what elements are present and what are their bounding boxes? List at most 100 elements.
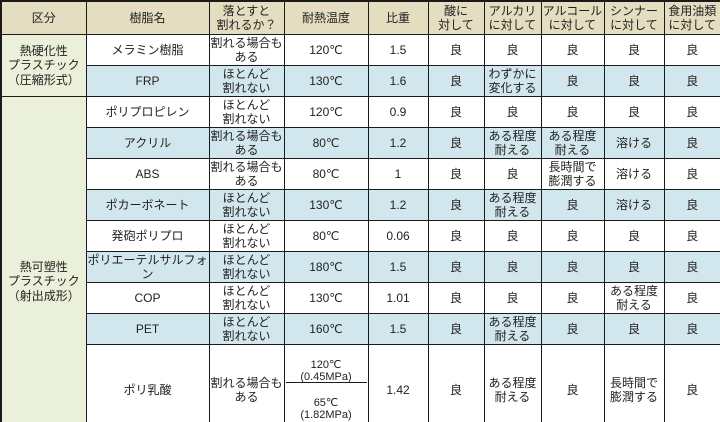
cell-thinner: ある程度 耐える [603,282,665,314]
header-category: 区分 [0,0,87,35]
cell-resin-name: ポリ乳酸 [85,343,210,422]
cell-oil: 良 [663,34,720,66]
cell-oil: 良 [663,251,720,283]
cell-alkali: 良 [483,251,542,283]
cell-alkali: 良 [483,282,542,314]
header-row: 区分 樹脂名 落とすと 割れるか？ 耐熱温度 比重 酸に 対して アルカリ に対… [0,0,720,35]
cell-oil: 良 [663,220,720,252]
cell-resin-name: ABS [85,158,210,190]
cell-specific-gravity: 1.2 [367,127,429,159]
cell-alcohol: 良 [540,65,605,97]
cell-heat-temp: 180℃ [283,251,369,283]
cell-resin-name: アクリル [85,127,210,159]
cell-resin-name: 発砲ポリプロ [85,220,210,252]
cell-resin-name: FRP [85,65,210,97]
cell-thinner: 良 [603,34,665,66]
table-row: 発砲ポリプロ ほとんど 割れない 80℃ 0.06 良 良 良 良 良 [1,220,720,252]
cell-oil: 良 [663,343,720,422]
cell-breaks: ほとんど 割れない [208,220,285,252]
header-resin-name: 樹脂名 [85,0,210,35]
table-row: PET ほとんど 割れない 160℃ 1.5 良 ある程度 耐える 良 良 良 [1,313,720,345]
cell-alkali: 良 [483,34,542,66]
cell-heat-temp: 120℃ [283,96,369,128]
cell-breaks: 割れる場合も ある [208,127,285,159]
header-heat-temp: 耐熱温度 [283,0,369,35]
cell-resin-name: ポリエーテルサルフォン [85,251,210,283]
cell-acid: 良 [427,343,485,422]
table-row: 熱可塑性 プラスチック （射出成形） ポリプロピレン ほとんど 割れない 120… [0,95,720,422]
cell-specific-gravity: 1 [367,158,429,190]
cell-alcohol: 長時間で 膨潤する [540,158,605,190]
cell-thinner: 良 [603,65,665,97]
cell-acid: 良 [427,34,485,66]
cell-heat-temp: 80℃ [283,220,369,252]
cell-alkali: わずかに 変化する [483,65,542,97]
cell-specific-gravity: 1.2 [367,189,429,221]
cell-acid: 良 [427,96,485,128]
header-drop-break: 落とすと 割れるか？ [208,0,285,35]
cell-breaks: ほとんど 割れない [208,189,285,221]
table-row: ポリエーテルサルフォン ほとんど 割れない 180℃ 1.5 良 良 良 良 良 [1,251,720,283]
header-alcohol: アルコール に対して [540,0,605,35]
cell-specific-gravity: 1.5 [367,34,429,66]
table-row: ポリ乳酸 割れる場合も ある 120℃ (0.45MPa) 65℃ (1.82M… [1,343,720,422]
cell-heat-temp: 130℃ [283,282,369,314]
cell-breaks: ほとんど 割れない [208,282,285,314]
cell-alkali: ある程度 耐える [483,127,542,159]
cell-breaks: ほとんど 割れない [208,251,285,283]
header-thinner: シンナー に対して [603,0,665,35]
cell-oil: 良 [663,158,720,190]
cell-specific-gravity: 1.5 [367,251,429,283]
cell-alcohol: 良 [540,282,605,314]
cell-heat-temp: 130℃ [283,189,369,221]
cell-alkali: 良 [483,96,542,128]
cell-specific-gravity: 1.5 [367,313,429,345]
cell-category-thermosetting: 熱硬化性 プラスチック （圧縮形式） [0,34,87,97]
heat-temp-lower: 65℃ (1.82MPa) [300,396,352,422]
cell-alcohol: ある程度 耐える [540,127,605,159]
header-specific-gravity: 比重 [367,0,429,35]
cell-oil: 良 [663,65,720,97]
cell-acid: 良 [427,65,485,97]
cell-breaks: 割れる場合も ある [208,343,285,422]
cell-acid: 良 [427,189,485,221]
cell-thinner: 良 [603,313,665,345]
cell-breaks: ほとんど 割れない [208,96,285,128]
cell-alcohol: 良 [540,251,605,283]
cell-alcohol: 良 [540,189,605,221]
cell-heat-temp: 160℃ [283,313,369,345]
table-row: FRP ほとんど 割れない 130℃ 1.6 良 わずかに 変化する 良 良 良 [1,65,720,97]
cell-resin-name: PET [85,313,210,345]
cell-heat-temp: 120℃ [283,34,369,66]
cell-alcohol: 良 [540,220,605,252]
table-row: ABS 割れる場合も ある 80℃ 1 良 良 長時間で 膨潤する 溶ける 良 [1,158,720,190]
cell-thinner: 溶ける [603,127,665,159]
cell-thinner: 良 [603,251,665,283]
cell-breaks: 割れる場合も ある [208,158,285,190]
cell-specific-gravity: 1.01 [367,282,429,314]
cell-category-thermoplastic: 熱可塑性 プラスチック （射出成形） [0,95,87,422]
table-row: アクリル 割れる場合も ある 80℃ 1.2 良 ある程度 耐える ある程度 耐… [1,127,720,159]
cell-alkali: ある程度 耐える [483,313,542,345]
cell-resin-name: ポリプロピレン [85,96,210,128]
cell-thinner: 良 [603,96,665,128]
cell-heat-temp: 80℃ [283,158,369,190]
cell-alkali: 良 [483,158,542,190]
table-row: ポカーボネート ほとんど 割れない 130℃ 1.2 良 ある程度 耐える 良 … [1,189,720,221]
header-alkali: アルカリ に対して [483,0,542,35]
cell-thinner: 溶ける [603,189,665,221]
cell-alcohol: 良 [540,96,605,128]
cell-acid: 良 [427,158,485,190]
cell-oil: 良 [663,127,720,159]
cell-acid: 良 [427,282,485,314]
cell-specific-gravity: 0.9 [367,96,429,128]
cell-thinner: 溶ける [603,158,665,190]
cell-heat-temp: 130℃ [283,65,369,97]
cell-resin-name: COP [85,282,210,314]
cell-acid: 良 [427,251,485,283]
cell-alkali: 良 [483,220,542,252]
table-row: COP ほとんど 割れない 130℃ 1.01 良 良 良 ある程度 耐える 良 [1,282,720,314]
cell-alcohol: 良 [540,313,605,345]
